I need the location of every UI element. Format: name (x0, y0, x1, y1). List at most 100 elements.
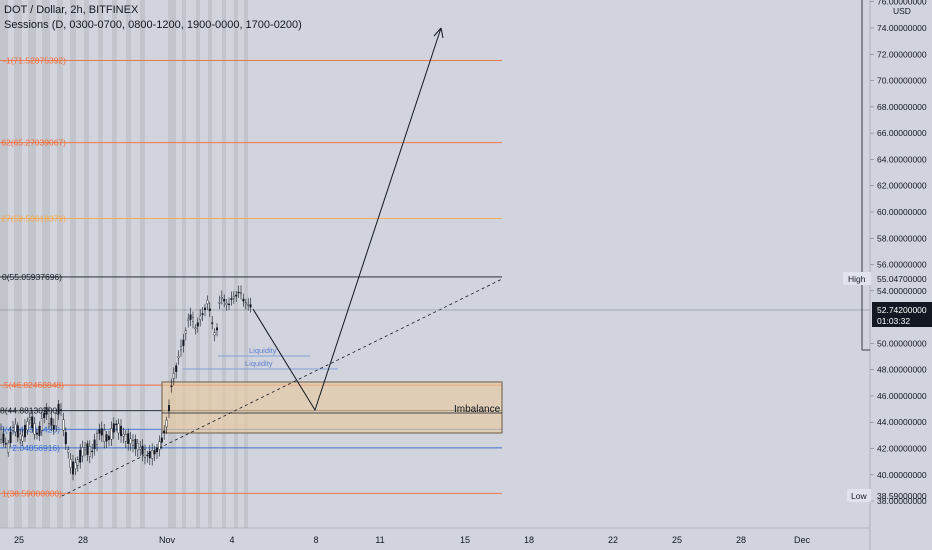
low-value: 38.59000000 (877, 491, 927, 501)
candle-body (0, 429, 2, 441)
time-tick-label: 25 (14, 535, 24, 545)
candle-body (179, 346, 182, 351)
candle-body (11, 427, 14, 431)
candle-body (81, 447, 84, 457)
candle-body (196, 322, 199, 327)
candle-body (158, 441, 161, 450)
candle-body (2, 433, 5, 443)
price-tick-label: 50.00000000 (877, 338, 927, 348)
price-tick-label: 42.00000000 (877, 444, 927, 454)
time-tick-label: 4 (229, 535, 234, 545)
fib-level-label: .5(46.82468848) (2, 380, 65, 390)
candle-body (167, 405, 170, 412)
fib-level-label: 1(38.59000000) (2, 488, 62, 498)
candle-body (177, 356, 180, 359)
price-tick-label: 48.00000000 (877, 365, 927, 375)
candle-body (4, 443, 7, 445)
candle-body (191, 317, 194, 322)
imbalance-zone[interactable] (161, 381, 503, 434)
candle-body (43, 413, 46, 419)
price-tick-label: 40.00000000 (877, 470, 927, 480)
current-price-value: 52.74200000 (877, 305, 927, 315)
time-tick-label: 8 (313, 535, 318, 545)
candle-body (16, 425, 19, 438)
fib-level-label: 5(43.46318420) (0, 424, 60, 434)
price-axis[interactable]: 76.00000000 74.00000000 72.00000000 70.0000… (870, 0, 927, 506)
candle-body (136, 443, 139, 451)
candle-body (50, 417, 53, 426)
candle-body (71, 461, 74, 475)
candle-body (235, 294, 238, 297)
time-tick-label: Dec (794, 535, 811, 545)
candle-body (249, 304, 252, 308)
candle-body (119, 425, 122, 437)
candle-body (208, 308, 211, 312)
candle-body (146, 454, 149, 457)
candle-body (110, 428, 113, 440)
candle-body (223, 298, 226, 302)
session-band (0, 0, 8, 528)
candle-body (203, 307, 206, 311)
candle-body (40, 418, 43, 431)
time-tick-label: 11 (375, 535, 384, 545)
time-axis[interactable]: 25 28 Nov 4 8 11 15 18 22 25 28 Dec (14, 535, 811, 545)
candle-body (28, 417, 31, 420)
candle-body (213, 332, 216, 336)
candle-body (124, 434, 127, 442)
trend-line-dashed[interactable] (61, 278, 503, 497)
price-tick-label: 58.00000000 (877, 233, 927, 243)
fib-level-label: 27(59.50618379) (1, 213, 66, 223)
candle-body (83, 447, 86, 451)
candle-body (122, 433, 125, 437)
candle-body (218, 302, 221, 304)
candle-body (103, 429, 106, 442)
candle-body (220, 297, 223, 299)
candle-body (74, 462, 77, 469)
projection-path[interactable] (252, 27, 442, 412)
candle-body (232, 296, 235, 299)
high-value: 55.04700000 (877, 274, 927, 284)
candle-body (107, 435, 110, 440)
price-tick-label: 46.00000000 (877, 391, 927, 401)
candle-body (67, 449, 70, 453)
candle-body (115, 423, 118, 426)
candle-body (225, 303, 228, 305)
time-tick-label: 25 (672, 535, 682, 545)
candle-body (117, 423, 120, 434)
candle-body (38, 426, 41, 436)
liquidity-label-1: Liquidity (249, 346, 277, 355)
price-tick-label: 76.00000000 (877, 0, 927, 7)
time-tick-label: 18 (524, 535, 534, 545)
chart-title[interactable]: DOT / Dollar, 2h, BITFINEX (4, 4, 139, 16)
price-tick-label: 72.00000000 (877, 49, 927, 59)
session-band (14, 0, 22, 528)
candle-body (76, 459, 79, 466)
candle-body (55, 413, 58, 427)
candle-body (153, 450, 156, 455)
candle-body (131, 440, 134, 446)
session-band (208, 0, 212, 528)
candle-body (165, 419, 168, 428)
candle-body (112, 423, 115, 433)
session-band (182, 0, 186, 528)
candle-body (36, 432, 39, 435)
projection-arrowhead (433, 27, 444, 39)
candle-body (45, 407, 48, 415)
candle-body (69, 459, 72, 468)
candle-body (134, 438, 137, 450)
candle-body (91, 450, 94, 453)
candle-body (9, 431, 12, 443)
price-tick-label: 62.00000000 (877, 181, 927, 191)
sessions-indicator[interactable]: Sessions (D, 0300-0700, 0800-1200, 1900-… (4, 19, 302, 31)
fib-level-label: 0(55.05937696) (2, 272, 62, 282)
candle-body (60, 409, 63, 411)
fib-level-label: 62(65.27039067) (1, 138, 66, 148)
candle-body (182, 339, 185, 346)
price-tick-label: 64.00000000 (877, 154, 927, 164)
candle-body (184, 330, 187, 335)
candle-body (141, 445, 144, 455)
candle-body (62, 419, 65, 431)
session-band (112, 0, 117, 528)
candle-body (52, 425, 55, 430)
